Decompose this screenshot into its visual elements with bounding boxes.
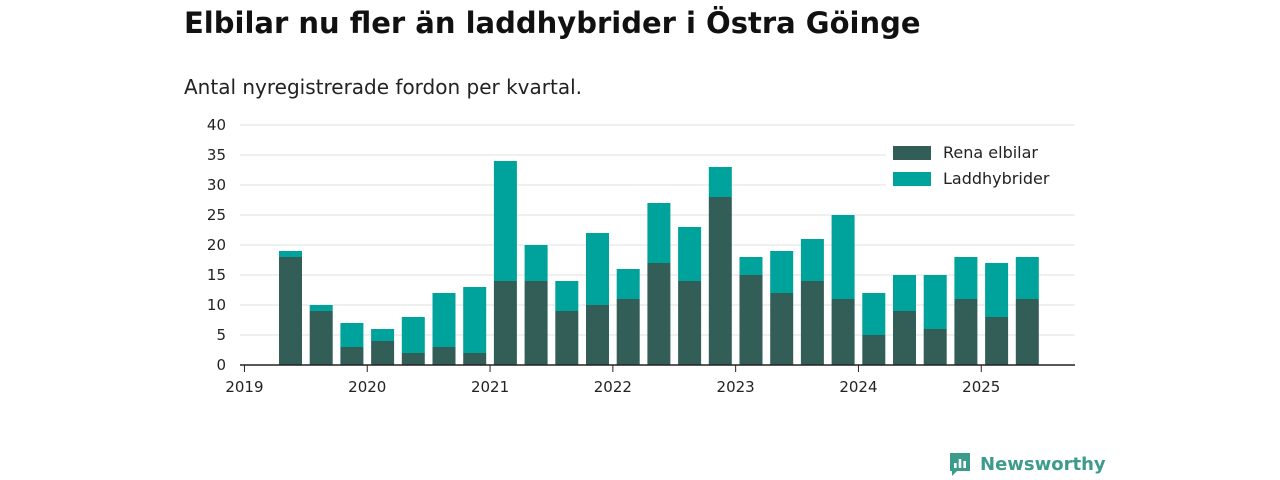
bar-segment (923, 275, 947, 329)
newsworthy-logo-icon (950, 453, 970, 476)
y-tick-label: 20 (207, 236, 226, 254)
bar-segment (616, 299, 640, 365)
bar-segment (708, 197, 732, 365)
bar-segment (279, 251, 302, 257)
bar-segment (770, 251, 794, 293)
bar-segment (893, 311, 916, 365)
bar-segment (555, 311, 579, 365)
bar-segment (831, 215, 855, 299)
newsworthy-brand: Newsworthy (948, 451, 1106, 477)
x-tick-label: 2022 (594, 378, 632, 396)
x-tick-label: 2024 (839, 378, 877, 396)
bar-segment (524, 245, 548, 281)
x-tick-label: 2020 (348, 378, 386, 396)
legend-label: Rena elbilar (943, 143, 1038, 162)
bar-segment (493, 161, 517, 281)
brand-name: Newsworthy (980, 453, 1106, 475)
legend-swatch (893, 146, 931, 160)
chart-subtitle: Antal nyregistrerade fordon per kvartal. (184, 75, 583, 99)
bar-segment (340, 347, 364, 365)
chart-title: Elbilar nu fler än laddhybrider i Östra … (184, 6, 921, 40)
bar-segment (739, 257, 763, 275)
bar-segment (371, 329, 395, 341)
bar-segment (432, 347, 456, 365)
bar-segment (831, 299, 855, 365)
legend-label: Laddhybrider (943, 169, 1050, 188)
bar-segment (524, 281, 548, 365)
bar-segment (647, 203, 671, 263)
bar-segment (463, 287, 487, 353)
bar-segment (862, 335, 886, 365)
y-tick-label: 40 (207, 116, 226, 134)
legend-swatch (893, 172, 931, 186)
x-axis: 2019 2020 2021 2022 2023 2024 2025 (225, 364, 1075, 396)
bar-segment (1015, 257, 1039, 299)
x-tick-label: 2019 (225, 378, 263, 396)
bar-segment (923, 329, 947, 365)
bar-segment (309, 311, 333, 365)
bar-segment (708, 167, 732, 197)
bar-segment (586, 233, 609, 305)
legend: Rena elbilar Laddhybrider (886, 139, 1076, 195)
bar-segment (862, 293, 886, 335)
bar-segment (493, 281, 517, 365)
bar-segment (647, 263, 671, 365)
bar-segment (985, 317, 1009, 365)
y-tick-label: 35 (207, 146, 226, 164)
bar-segment (800, 281, 824, 365)
y-tick-label: 25 (207, 206, 226, 224)
bar-segment (616, 269, 640, 299)
y-tick-label: 0 (216, 356, 226, 374)
y-tick-label: 5 (216, 326, 226, 344)
bar-segment (401, 317, 425, 353)
y-axis-tick-labels: 0 5 10 15 20 25 30 35 40 (207, 116, 226, 374)
bar-segment (340, 323, 364, 347)
bar-segment (432, 293, 456, 347)
bar-segment (739, 275, 763, 365)
bar-segment (800, 239, 824, 281)
x-tick-label: 2025 (962, 378, 1000, 396)
bar-segment (463, 353, 487, 365)
bar-segment (586, 305, 609, 365)
bar-segment (1015, 299, 1039, 365)
bar-segment (954, 257, 978, 299)
x-tick-label: 2021 (471, 378, 509, 396)
bar-segment (985, 263, 1009, 317)
bar-segment (770, 293, 794, 365)
bar-series (279, 161, 1039, 365)
bar-segment (893, 275, 916, 311)
bar-segment (678, 281, 702, 365)
bar-segment (678, 227, 702, 281)
bar-segment (954, 299, 978, 365)
bar-segment (279, 257, 302, 365)
x-tick-label: 2023 (717, 378, 755, 396)
y-tick-label: 10 (207, 296, 226, 314)
bar-segment (371, 341, 395, 365)
y-tick-label: 15 (207, 266, 226, 284)
bar-segment (401, 353, 425, 365)
bar-segment (555, 281, 579, 311)
y-tick-label: 30 (207, 176, 226, 194)
bar-segment (309, 305, 333, 311)
